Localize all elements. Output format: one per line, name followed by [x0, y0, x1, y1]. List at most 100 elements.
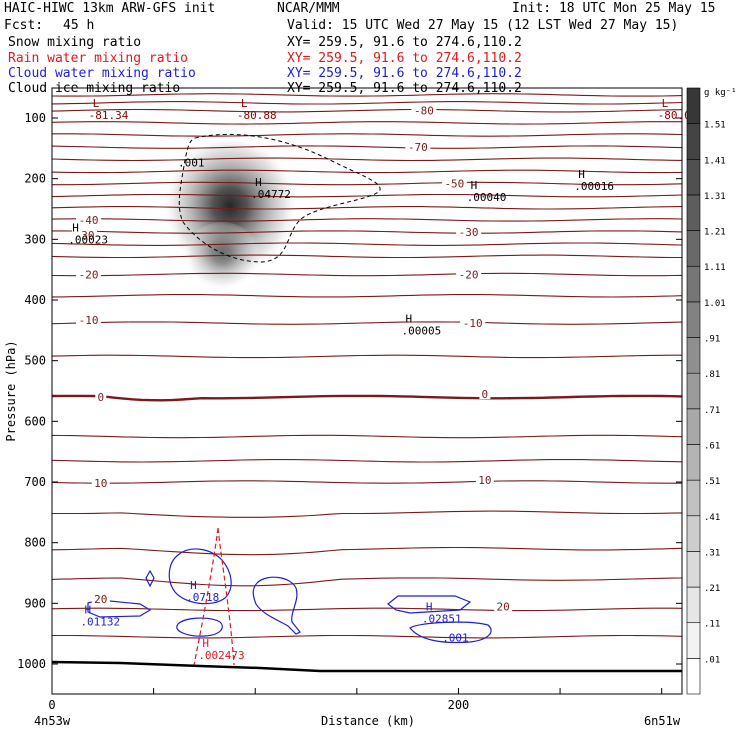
contour-label-bg: [456, 268, 482, 280]
contour-label: 10: [94, 477, 107, 490]
temperature-contour: [52, 93, 682, 97]
temperature-contour: [52, 193, 682, 198]
x-axis: 0 200: [48, 688, 663, 712]
colorbar-swatch: [686, 658, 701, 695]
terrain-line: [52, 660, 682, 673]
temperature-contour: [52, 101, 682, 105]
colorbar: .01 .11 .21 .31 .41 .51 .61 .71 .81 .91 1.01 1.11 1.…: [686, 87, 726, 695]
y-tick-label: 400: [24, 293, 46, 307]
colorbar-swatch: [686, 87, 701, 124]
colorbar-swatch: [686, 123, 701, 160]
extremum-marker: H: [84, 603, 91, 616]
colorbar-swatch: [686, 301, 701, 338]
contour-label-bg: [91, 593, 110, 605]
temperature-contour: [52, 206, 682, 210]
cloud-water-contours: [87, 548, 492, 644]
contour-label: -10: [79, 314, 99, 327]
temperature-contour: [52, 169, 682, 174]
extremum-marker: H: [190, 579, 197, 592]
temperature-contour: [52, 272, 682, 277]
temperature-contour: [52, 577, 682, 587]
field-snow-xy: XY= 259.5, 91.6 to 274.6,110.2: [287, 35, 522, 50]
colorbar-label: 1.01: [704, 299, 726, 309]
x-axis-title: Distance (km): [321, 714, 415, 728]
colorbar-label: 1.51: [704, 121, 726, 131]
contour-label: -20: [79, 269, 99, 282]
temperature-contour: [52, 133, 682, 137]
plot-labels: -80 -70 -50 -40 -30 -30 -20 -20 -10 -10 0 0 10 10 20 20…: [68, 97, 697, 662]
y-tick-label: 500: [24, 354, 46, 368]
contour-label: 0: [97, 391, 104, 404]
contour-label-bg: [460, 317, 486, 329]
contour-label: -20: [459, 269, 479, 282]
snow-shading-tail: [184, 222, 260, 294]
x-tick-label: 0: [48, 698, 55, 712]
y-tick-label: 100: [24, 111, 46, 125]
colorbar-swatch: [686, 444, 701, 481]
y-tick-label: 700: [24, 475, 46, 489]
extremum-value: -81.34: [89, 109, 129, 122]
contour-label-bg: [76, 314, 102, 326]
contour-value-label: .001: [442, 632, 469, 645]
colorbar-swatch: [686, 265, 701, 303]
extremum-value: .00023: [68, 233, 108, 246]
field-cloud-water-xy: XY= 259.5, 91.6 to 274.6,110.2: [287, 66, 522, 81]
colorbar-label: .71: [704, 406, 720, 416]
contour-label: -30: [459, 226, 479, 239]
y-tick-label: 900: [24, 596, 46, 610]
colorbar-swatch: [686, 194, 701, 231]
colorbar-label: .31: [704, 548, 720, 558]
temperature-contour: [52, 546, 682, 556]
colorbar-label: 1.21: [704, 228, 726, 238]
temperature-contour: [52, 634, 682, 639]
y-tick-label: 200: [24, 172, 46, 186]
colorbar-label: .61: [704, 441, 720, 451]
model-title: HAIC-HIWC 13km ARW-GFS init: [4, 1, 216, 16]
temperature-contour: [52, 434, 682, 439]
colorbar-label: .01: [704, 655, 720, 665]
colorbar-label: .91: [704, 335, 720, 345]
contour-label-bg: [441, 177, 467, 189]
extremum-marker: L: [241, 97, 248, 110]
contour-label: 20: [94, 593, 107, 606]
contour-label-bg: [411, 104, 437, 116]
colorbar-swatch: [686, 372, 701, 410]
contour-label-bg: [72, 229, 98, 241]
temperature-contour: [52, 230, 682, 234]
cloud-ice-contour: [178, 133, 381, 263]
plot-frame: [51, 87, 683, 695]
temperature-contour: [52, 121, 682, 125]
extremum-marker: H: [72, 221, 79, 234]
colorbar-swatch: [686, 408, 701, 445]
temperature-contour: [52, 394, 682, 402]
contour-label: -80: [414, 105, 434, 118]
extremum-marker: H: [202, 637, 209, 650]
field-rain-xy: XY= 259.5, 91.6 to 274.6,110.2: [287, 51, 522, 66]
init-time: Init: 18 UTC Mon 25 May 15: [512, 1, 716, 16]
temperature-contour: [52, 294, 682, 298]
colorbar-swatch: [686, 586, 701, 624]
extremum-value: .00016: [574, 180, 614, 193]
agency: NCAR/MMM: [277, 1, 340, 16]
y-tick-label: 300: [24, 232, 46, 246]
forecast-hours: 45 h: [63, 18, 95, 33]
contour-label-bg: [76, 268, 102, 280]
contour-label-bg: [479, 388, 491, 400]
extremum-value: .02851: [422, 612, 462, 625]
y-axis-title: Pressure (hPa): [4, 340, 18, 441]
field-cloud-ice-xy: XY= 259.5, 91.6 to 274.6,110.2: [287, 81, 522, 96]
temperature-contour: [52, 218, 682, 222]
extremum-value: -80.88: [237, 109, 277, 122]
contour-label-bg: [76, 213, 102, 225]
temperature-contour: [52, 459, 682, 463]
colorbar-label: .21: [704, 584, 720, 594]
colorbar-swatch: [686, 337, 701, 374]
temperature-contour: [52, 480, 682, 484]
extremum-value: .00040: [467, 191, 507, 204]
contour-value-label: .001: [178, 157, 205, 170]
temperature-contour: [52, 181, 682, 186]
extremum-value: .002473: [198, 649, 244, 662]
extremum-marker: H: [426, 600, 433, 613]
